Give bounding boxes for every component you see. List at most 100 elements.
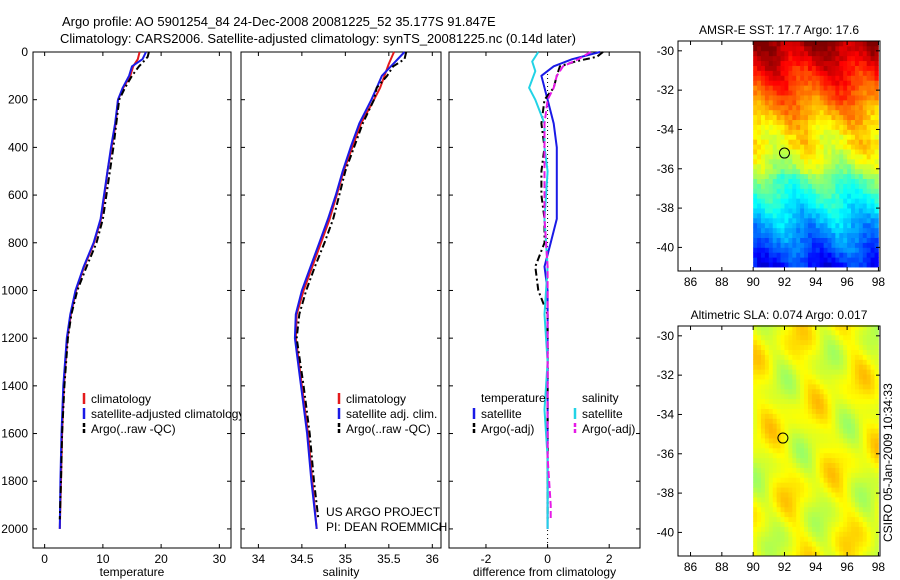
sst-map-cell — [760, 193, 766, 199]
sla-map-cell — [815, 349, 821, 355]
temperature-ytick-label: 2000 — [1, 522, 28, 536]
sla-map-cell — [843, 334, 848, 341]
sst-map-cell — [811, 104, 817, 111]
sla-map-cell — [839, 501, 844, 508]
sla-map-cell — [800, 329, 805, 336]
sst-map-cell — [835, 114, 840, 121]
sst-map-cell — [827, 90, 832, 96]
sla-map-cell — [804, 472, 809, 478]
sla-map-cell — [800, 467, 805, 473]
sla-map-cell — [874, 442, 879, 449]
sst-map-cell — [827, 109, 832, 116]
sst-map-cell — [764, 183, 770, 189]
sla-map-cell — [819, 329, 825, 336]
sla-map-cell — [827, 487, 832, 493]
sla-map-cell — [847, 344, 852, 350]
sst-map-cell — [851, 203, 856, 209]
sst-map-cell — [760, 178, 766, 184]
sst-map-cell — [788, 154, 793, 160]
sla-map-cell — [870, 531, 875, 537]
sla-map-cell — [823, 492, 828, 498]
sla-map-cell — [764, 413, 770, 419]
sst-map-cell — [827, 50, 832, 57]
sla-map-cell — [843, 536, 848, 542]
sla-map-cell — [804, 497, 809, 503]
sst-map-cell — [784, 109, 789, 116]
sst-map-cell — [776, 75, 781, 81]
sla-map-cell — [851, 369, 856, 375]
sst-map-cell — [847, 252, 852, 258]
sst-map-cell — [784, 124, 789, 130]
sla-map-cell — [788, 408, 793, 414]
sla-map-cell — [839, 403, 844, 409]
sst-map-cell — [764, 163, 770, 170]
sla-map-cell — [835, 374, 840, 380]
sla-map-cell — [823, 487, 828, 493]
sst-map-cell — [768, 198, 774, 204]
sla-map-cell — [807, 418, 813, 424]
sla-map-cell — [862, 442, 868, 449]
sla-map-cell — [804, 388, 809, 395]
sla-map-cell — [784, 369, 789, 375]
sst-map-cell — [760, 139, 766, 145]
sst-map-cell — [854, 227, 860, 234]
sst-map-cell — [862, 119, 868, 125]
sla-map-cell — [862, 413, 868, 419]
sla-map-cell — [764, 438, 770, 444]
sst-map-cell — [764, 124, 770, 130]
sst-map-cell — [804, 188, 809, 194]
sla-map-cell — [835, 497, 840, 503]
sst-map-cell — [811, 163, 817, 170]
sst-map-cell — [811, 149, 817, 155]
sla-map-cell — [851, 433, 856, 439]
sla-map-cell — [815, 472, 821, 478]
sla-map-cell — [854, 339, 860, 346]
sla-map-cell — [839, 521, 844, 527]
sst-map-cell — [815, 134, 821, 140]
sst-map-cell — [815, 252, 821, 258]
sst-map-cell — [851, 104, 856, 111]
sst-map-cell — [811, 198, 817, 204]
sla-map-cell — [823, 418, 828, 424]
sla-map-cell — [804, 428, 809, 434]
sst-map-cell — [815, 232, 821, 238]
sst-map-cell — [827, 242, 832, 248]
sst-map-cell — [807, 193, 813, 199]
sla-map-cell — [827, 398, 832, 405]
sla-map-cell — [815, 403, 821, 409]
sla-map-cell — [866, 521, 871, 527]
sst-map-cell — [831, 80, 836, 86]
sst-map-cell — [792, 65, 797, 71]
sla-map-cell — [796, 551, 801, 557]
sla-map-cell — [780, 398, 785, 405]
sst-map-cell — [807, 183, 813, 189]
sst-map-cell — [819, 144, 825, 150]
sst-map-cell — [757, 90, 762, 96]
sla-map-cell — [792, 388, 797, 395]
sst-map-cell — [847, 154, 852, 160]
sla-map-cell — [784, 413, 789, 419]
sst-map-cell — [780, 183, 785, 189]
sst-map-cell — [753, 247, 758, 253]
sla-map-cell — [768, 403, 774, 409]
sla-map-cell — [815, 359, 821, 365]
sst-map-cell — [757, 104, 762, 111]
sla-map-cell — [780, 442, 785, 449]
sla-map-cell — [784, 329, 789, 336]
sla-map-cell — [780, 379, 785, 385]
sla-map-cell — [768, 477, 774, 483]
sst-map-cell — [796, 232, 801, 238]
sst-map-cell — [753, 139, 758, 145]
sst-map-cell — [835, 217, 840, 224]
sst-map-cell — [753, 65, 758, 71]
sst-map-cell — [804, 208, 809, 214]
sst-map-cell — [866, 139, 871, 145]
sst-map-cell — [792, 109, 797, 116]
sst-map-cell — [768, 188, 774, 194]
sst-map-cell — [866, 193, 871, 199]
sla-map-cell — [827, 506, 832, 513]
sla-map-cell — [753, 521, 758, 527]
sla-map-cell — [874, 497, 879, 503]
sla-map-cell — [854, 447, 860, 454]
sla-map-cell — [764, 364, 770, 370]
